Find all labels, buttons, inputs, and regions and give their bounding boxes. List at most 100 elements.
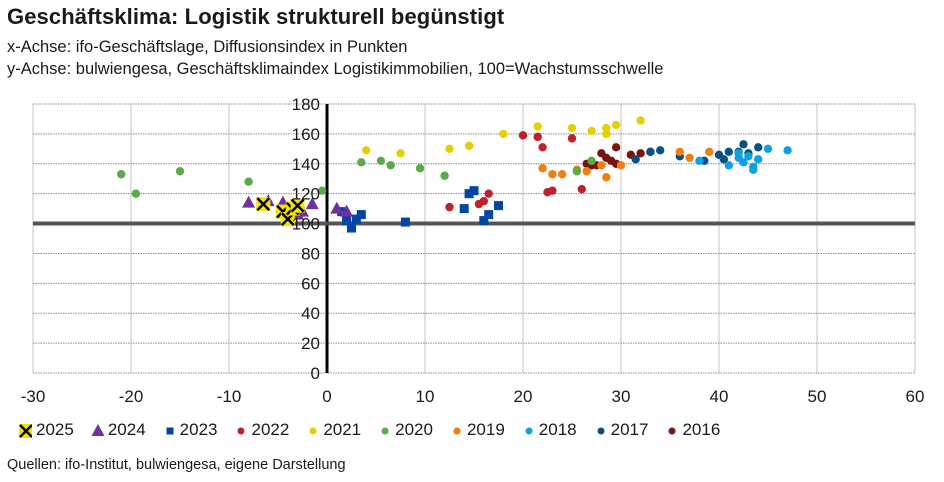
- point-2020: [415, 164, 425, 173]
- point-2021: [567, 123, 577, 133]
- axes: [33, 104, 915, 373]
- point-2022: [548, 186, 557, 195]
- y-axis-description: y-Achse: bulwiengesa, Geschäftsklimainde…: [7, 60, 664, 78]
- point-2017: [739, 140, 748, 149]
- legend-label: 2018: [538, 420, 577, 439]
- legend-item-2019: 2019: [449, 420, 505, 440]
- point-2020: [572, 167, 582, 176]
- x-tick-label: 60: [906, 387, 925, 406]
- point-2023: [469, 186, 479, 196]
- point-2018: [739, 158, 748, 167]
- legend-marker-circle-icon: [521, 422, 535, 438]
- legend-marker-circle-icon: [593, 422, 607, 438]
- point-2018: [763, 144, 773, 154]
- legend-label: 2022: [251, 420, 290, 439]
- point-2022: [538, 143, 547, 152]
- point-2020: [117, 170, 126, 179]
- point-2020: [131, 189, 141, 198]
- point-2019: [548, 170, 557, 179]
- point-2021: [445, 144, 454, 154]
- legend-label: 2025: [36, 420, 74, 439]
- tick-labels: 0 20 40 60 80 100 120 140 160 180 -30 -20 -10 0 10 20 30…: [21, 95, 925, 406]
- point-2017: [631, 155, 640, 164]
- point-2019: [538, 164, 547, 173]
- legend-item-2021: 2021: [305, 420, 361, 440]
- point-2022: [445, 202, 454, 212]
- x-tick-label: 0: [322, 387, 331, 406]
- legend-marker-x-icon: [18, 422, 32, 438]
- y-tick-label: 20: [301, 334, 320, 353]
- point-2021: [611, 120, 621, 130]
- x-axis-description: x-Achse: ifo-Geschäftslage, Diffusionsin…: [7, 38, 408, 56]
- point-2021: [362, 146, 371, 155]
- point-2023: [479, 216, 489, 226]
- x-tick-label: 20: [514, 387, 533, 406]
- point-2021: [464, 141, 474, 151]
- point-2023: [347, 223, 356, 233]
- point-2020: [376, 156, 386, 165]
- legend-item-2025: 2025: [18, 420, 74, 440]
- point-2017: [656, 146, 665, 155]
- point-2022: [567, 134, 577, 143]
- y-tick-label: 80: [301, 244, 320, 263]
- point-2021: [602, 129, 611, 139]
- point-2024: [340, 204, 354, 217]
- point-2020: [175, 167, 185, 176]
- data-points: [117, 116, 792, 233]
- point-2021: [636, 116, 645, 125]
- point-2025: [256, 197, 271, 212]
- point-2020: [386, 161, 395, 170]
- point-2022: [479, 196, 488, 206]
- y-tick-label: 180: [292, 95, 320, 114]
- point-2019: [675, 147, 684, 157]
- point-2017: [754, 143, 763, 152]
- scatter-chart: 0 20 40 60 80 100 120 140 160 180 -30 -20 -10 0 10 20 30…: [21, 95, 925, 406]
- x-tick-label: 40: [710, 387, 729, 406]
- chart-title: Geschäftsklima: Logistik strukturell beg…: [7, 4, 505, 29]
- point-2025: [290, 198, 305, 213]
- point-2019: [597, 161, 606, 170]
- point-2020: [357, 158, 366, 167]
- point-2021: [587, 126, 596, 136]
- point-2020: [244, 177, 253, 186]
- point-2022: [518, 131, 528, 140]
- y-tick-label: 0: [311, 364, 320, 383]
- point-2024: [305, 197, 319, 210]
- point-2024: [330, 201, 344, 214]
- legend-marker-square-icon: [162, 422, 176, 438]
- point-2018: [754, 155, 763, 164]
- point-2017: [719, 155, 729, 164]
- legend-item-2016: 2016: [664, 420, 720, 440]
- legend-label: 2020: [395, 420, 433, 439]
- point-2019: [602, 173, 611, 182]
- point-2023: [464, 189, 474, 199]
- x-tick-label: 50: [808, 387, 827, 406]
- point-2018: [749, 165, 758, 174]
- legend-item-2023: 2023: [162, 420, 217, 440]
- point-2017: [646, 147, 655, 157]
- point-2022: [533, 132, 542, 142]
- legend-item-2018: 2018: [521, 420, 577, 440]
- source-note: Quellen: ifo-Institut, bulwiengesa, eige…: [7, 457, 346, 473]
- point-2023: [342, 216, 352, 226]
- legend-item-2022: 2022: [233, 420, 289, 440]
- x-tick-label: 30: [612, 387, 631, 406]
- point-2020: [317, 186, 327, 195]
- legend-item-2020: 2020: [377, 420, 433, 440]
- y-tick-label: 120: [292, 185, 320, 204]
- point-2020: [587, 156, 596, 165]
- point-2019: [616, 161, 626, 170]
- point-2023: [459, 204, 469, 214]
- legend: 2025 2024 2023 2022 2021 2020 2019 2018 2017 2016: [18, 420, 736, 440]
- y-tick-label: 60: [301, 274, 320, 293]
- x-tick-label: -10: [217, 387, 242, 406]
- point-2021: [533, 122, 542, 131]
- point-2022: [484, 189, 493, 198]
- point-2023: [494, 201, 503, 211]
- y-tick-label: 100: [292, 215, 320, 234]
- point-2023: [351, 214, 361, 224]
- point-2019: [705, 147, 714, 157]
- point-2019: [558, 170, 567, 179]
- legend-label: 2019: [466, 420, 505, 439]
- legend-label: 2016: [682, 420, 721, 439]
